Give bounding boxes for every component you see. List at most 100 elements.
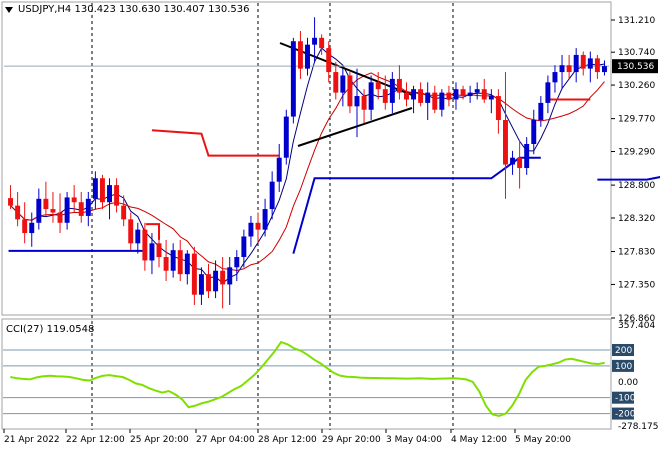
candle-body — [191, 253, 197, 295]
time-tick-label: 29 Apr 20:00 — [322, 435, 381, 445]
candle-body — [220, 270, 226, 285]
cci-tick-label: -200 — [615, 410, 636, 420]
low-value: 130.407 — [163, 4, 205, 15]
candle-body — [92, 178, 98, 199]
cci-indicator — [3, 340, 610, 418]
time-tick-label: 3 May 04:00 — [386, 435, 442, 445]
price-tick-label: 131.210 — [618, 16, 655, 26]
candle-body — [404, 92, 409, 100]
cci-level-badge — [612, 391, 634, 404]
candle-body — [552, 72, 558, 83]
price-tick-label: 130.740 — [618, 48, 655, 58]
lower-trendline — [297, 107, 413, 147]
price-tick-label: 129.770 — [618, 115, 655, 125]
candle-body — [43, 198, 49, 210]
candle-body — [71, 197, 77, 203]
time-tick-label: 21 Apr 2022 — [4, 435, 60, 445]
candle-body — [559, 65, 565, 73]
candle-body — [545, 82, 551, 103]
candle-body — [453, 89, 459, 100]
blue-step-line — [597, 176, 660, 181]
time-tick-label: 28 Apr 12:00 — [258, 435, 317, 445]
candle-body — [50, 209, 56, 213]
candle-body — [184, 253, 190, 275]
time-tick-label: 25 Apr 20:00 — [130, 435, 189, 445]
candle-body — [99, 178, 105, 203]
candle-body — [163, 257, 169, 271]
candle-body — [198, 274, 204, 295]
time-tick-label: 5 May 20:00 — [515, 435, 571, 445]
close-value: 130.536 — [208, 4, 250, 15]
candle-body — [290, 41, 296, 117]
time-axis: 21 Apr 2022 22 Apr 12:00 25 Apr 20:00 27 Ap… — [3, 429, 571, 445]
candle-body — [510, 157, 516, 165]
indicator-pane[interactable] — [1, 318, 612, 430]
candle-body — [283, 116, 289, 158]
candle-body — [149, 243, 155, 261]
candle-body — [206, 274, 211, 292]
price-tick-label: 126.860 — [618, 314, 655, 324]
candle-body — [418, 89, 424, 103]
cci-level-badge — [612, 407, 634, 420]
candle-body — [121, 205, 127, 220]
candle-body — [305, 44, 310, 69]
candle-body — [22, 219, 28, 234]
candle-body — [177, 250, 183, 275]
candle-body — [36, 198, 42, 223]
candle-body — [340, 75, 346, 93]
cci-level-badge — [612, 359, 634, 372]
candle-body — [241, 236, 247, 258]
candle-body — [517, 157, 523, 168]
cci-tick-label: 100 — [615, 362, 632, 372]
candle-body — [85, 198, 91, 216]
candle-body — [594, 58, 600, 73]
candle-body — [15, 205, 21, 220]
cci-tick-label: 0.00 — [618, 378, 638, 388]
cci-tick-label: -278.175 — [618, 422, 658, 432]
candle-body — [361, 96, 367, 110]
main-pane[interactable] — [1, 1, 612, 316]
candle-body — [234, 257, 240, 268]
candle-body — [213, 270, 219, 292]
cci-line — [10, 340, 605, 418]
candle-body — [411, 89, 417, 100]
candle-body — [347, 75, 353, 107]
candle-body — [573, 54, 579, 73]
candle-body — [538, 102, 544, 121]
candle-body — [248, 222, 254, 237]
candle-body — [262, 209, 268, 230]
candle-body — [439, 92, 445, 110]
candle-body — [389, 78, 395, 103]
candle-body — [135, 229, 141, 244]
candle-body — [354, 96, 360, 107]
cci-tick-label: 200 — [615, 346, 632, 356]
cci-name: CCI(27) — [6, 324, 44, 335]
candlesticks — [8, 17, 607, 309]
symbol-dropdown-icon[interactable] — [5, 7, 13, 13]
candle-body — [495, 96, 501, 121]
price-tick-label: 128.320 — [618, 214, 655, 224]
candle-body — [326, 48, 332, 73]
price-tick-label: 129.290 — [618, 148, 655, 158]
candle-body — [488, 96, 494, 100]
candle-body — [64, 197, 70, 223]
candle-body — [170, 250, 176, 271]
time-tick-label: 22 Apr 12:00 — [66, 435, 125, 445]
cci-tick-label: 357.404 — [618, 321, 655, 331]
candle-body — [319, 37, 325, 49]
candle-body — [114, 185, 120, 206]
candle-body — [396, 78, 402, 93]
candle-body — [142, 229, 148, 261]
candle-body — [255, 222, 261, 230]
candle-body — [368, 82, 374, 110]
red-step-line — [151, 129, 280, 157]
candle-body — [503, 120, 508, 165]
time-tick-label: 27 Apr 04:00 — [196, 435, 255, 445]
candle-body — [467, 92, 473, 97]
candle-body — [312, 37, 318, 45]
candle-body — [601, 66, 607, 73]
candle-body — [297, 41, 303, 69]
candle-body — [128, 219, 134, 244]
cci-value: 119.0548 — [46, 324, 95, 335]
